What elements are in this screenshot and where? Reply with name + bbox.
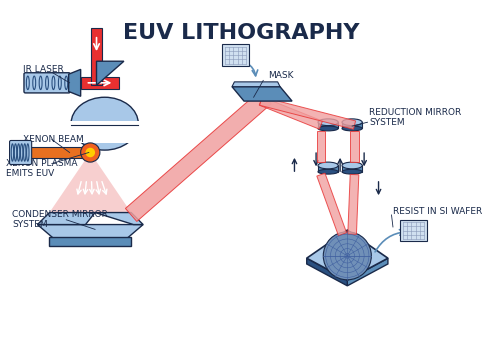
Polygon shape — [96, 61, 124, 85]
Polygon shape — [50, 153, 131, 212]
Ellipse shape — [342, 126, 362, 131]
Polygon shape — [348, 175, 359, 234]
FancyBboxPatch shape — [342, 165, 362, 172]
Polygon shape — [259, 97, 322, 129]
FancyBboxPatch shape — [66, 121, 143, 143]
Polygon shape — [348, 258, 388, 286]
Polygon shape — [317, 173, 346, 236]
FancyBboxPatch shape — [91, 28, 102, 85]
Polygon shape — [126, 91, 272, 222]
FancyBboxPatch shape — [342, 122, 362, 129]
Polygon shape — [306, 258, 348, 286]
FancyBboxPatch shape — [80, 77, 119, 88]
FancyBboxPatch shape — [10, 141, 32, 165]
Ellipse shape — [342, 162, 362, 169]
Ellipse shape — [318, 169, 338, 174]
Text: CONDENSER MIRROR
SYSTEM: CONDENSER MIRROR SYSTEM — [12, 210, 108, 229]
Polygon shape — [232, 87, 292, 101]
Text: IR LASER: IR LASER — [23, 65, 64, 74]
FancyBboxPatch shape — [222, 44, 249, 66]
Circle shape — [80, 143, 100, 162]
Polygon shape — [95, 212, 143, 224]
Polygon shape — [306, 230, 388, 280]
Polygon shape — [38, 212, 95, 224]
Circle shape — [86, 148, 95, 157]
Ellipse shape — [342, 119, 362, 126]
Text: XENON BEAM: XENON BEAM — [23, 135, 84, 144]
FancyBboxPatch shape — [50, 236, 131, 246]
FancyBboxPatch shape — [318, 122, 338, 129]
FancyBboxPatch shape — [318, 165, 338, 172]
Text: EUV LITHOGRAPHY: EUV LITHOGRAPHY — [124, 23, 360, 43]
Ellipse shape — [318, 126, 338, 131]
Text: RESIST IN SI WAFER: RESIST IN SI WAFER — [393, 207, 482, 216]
Text: XENON PLASMA
EMITS EUV: XENON PLASMA EMITS EUV — [6, 159, 78, 178]
Polygon shape — [232, 82, 280, 87]
FancyBboxPatch shape — [28, 147, 88, 158]
Polygon shape — [38, 224, 143, 239]
Polygon shape — [350, 131, 359, 162]
Ellipse shape — [342, 169, 362, 174]
Polygon shape — [260, 97, 356, 129]
Text: MASK: MASK — [268, 71, 293, 80]
Ellipse shape — [318, 119, 338, 126]
Ellipse shape — [71, 97, 138, 150]
Ellipse shape — [318, 162, 338, 169]
Text: REDUCTION MIRROR
SYSTEM: REDUCTION MIRROR SYSTEM — [369, 108, 461, 127]
Polygon shape — [316, 131, 325, 162]
Polygon shape — [68, 69, 80, 96]
FancyBboxPatch shape — [400, 220, 426, 241]
FancyBboxPatch shape — [24, 73, 70, 93]
Circle shape — [324, 232, 372, 280]
